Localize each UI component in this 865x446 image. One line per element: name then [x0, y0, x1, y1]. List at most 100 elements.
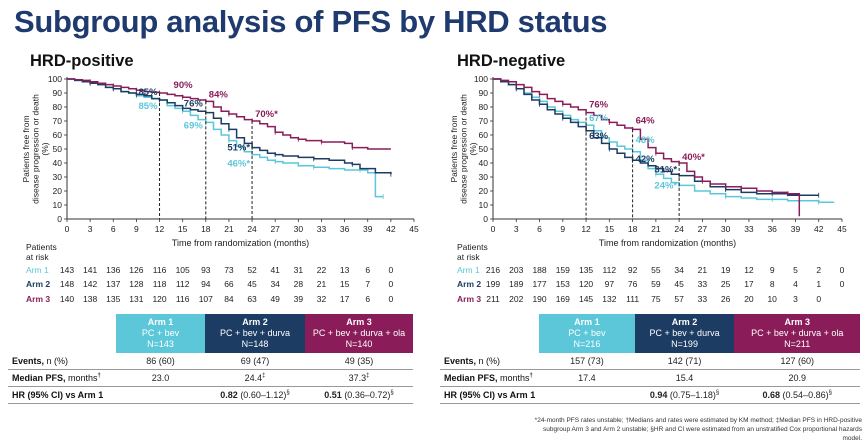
x-tick-label: 27: [698, 224, 708, 234]
y-tick-label: 10: [53, 200, 63, 210]
risk-value: 140: [59, 294, 75, 304]
risk-value: 73: [224, 265, 234, 275]
x-tick-label: 30: [294, 224, 304, 234]
risk-value: 107: [198, 294, 213, 304]
risk-value: 136: [106, 265, 121, 275]
risk-value: 15: [339, 279, 350, 289]
risk-value: 142: [83, 279, 98, 289]
y-tick-label: 0: [483, 214, 488, 224]
risk-value: 120: [578, 279, 594, 289]
risk-value: 137: [106, 279, 121, 289]
y-tick-label: 30: [53, 172, 63, 182]
risk-value: 32: [316, 294, 327, 304]
header-arm1: Arm 1 PC + bev N=216: [539, 314, 635, 353]
risk-value: 8: [769, 279, 775, 289]
x-tick-label: 18: [628, 224, 638, 234]
risk-value: 199: [485, 279, 501, 289]
risk-value: 141: [83, 265, 98, 275]
risk-value: 17: [744, 279, 754, 289]
risk-value: 135: [106, 294, 121, 304]
y-tick-label: 100: [48, 74, 62, 84]
x-tick-label: 30: [721, 224, 731, 234]
risk-value: 143: [59, 265, 75, 275]
risk-value: 5: [793, 265, 798, 275]
x-tick-label: 45: [409, 224, 419, 234]
risk-value: 97: [604, 279, 615, 289]
y-tick-label: 0: [57, 214, 62, 224]
x-tick-label: 27: [270, 224, 280, 234]
chart-title-hrd-negative: HRD-negative: [457, 52, 566, 70]
risk-value: 75: [651, 294, 661, 304]
x-tick-label: 12: [581, 224, 591, 234]
risk-value: 26: [720, 294, 731, 304]
x-tick-label: 33: [744, 224, 754, 234]
risk-value: 128: [129, 279, 144, 289]
risk-value: 10: [767, 294, 777, 304]
risk-row-arm2: Arm 2 199 189 177 153 120 97 76 59 45 33 25 17 8 4 1 0: [457, 279, 857, 290]
risk-value: 34: [270, 279, 280, 289]
risk-value: 59: [651, 279, 661, 289]
x-tick-label: 9: [560, 224, 565, 234]
y-tick-label: 50: [479, 144, 489, 154]
risk-value: 189: [509, 279, 524, 289]
risk-value: 33: [697, 294, 708, 304]
risk-value: 25: [720, 279, 731, 289]
x-tick-label: 45: [837, 224, 847, 234]
risk-value: 63: [247, 294, 257, 304]
risk-value: 2: [816, 265, 822, 275]
header-arm2: Arm 2 PC + bev + durva N=199: [634, 314, 735, 353]
risk-value: 138: [83, 294, 98, 304]
risk-row-arm2: Arm 2 148 142 137 128 118 112 94 66 45 34 28 21 15 7 0: [26, 279, 426, 290]
landmark-label: 85%: [139, 87, 159, 98]
risk-value: 105: [175, 265, 190, 275]
risk-value: 19: [720, 265, 731, 275]
landmark-label: 76%: [589, 100, 609, 111]
risk-value: 4: [793, 279, 798, 289]
risk-value: 0: [388, 265, 394, 275]
x-tick-label: 42: [386, 224, 396, 234]
risk-value: 0: [839, 265, 845, 275]
risk-value: 211: [486, 294, 500, 304]
risk-row-arm3: Arm 3 211 202 190 169 145 132 111 75 57 33 26 20 10 3 0: [457, 294, 857, 305]
x-axis-label: Time from randomization (months): [599, 238, 736, 248]
landmark-label: 64%: [636, 115, 656, 126]
page-title: Subgroup analysis of PFS by HRD status: [14, 4, 608, 39]
x-tick-label: 42: [814, 224, 824, 234]
header-arm3: Arm 3 PC + bev + durva + ola N=140: [305, 314, 413, 353]
risk-value: 94: [201, 279, 211, 289]
risk-value: 41: [270, 265, 280, 275]
risk-value: 135: [578, 265, 594, 275]
risk-row-label: Arm 1: [26, 265, 49, 275]
landmark-label: 70%*: [255, 109, 278, 120]
risk-value: 3: [793, 294, 798, 304]
risk-value: 159: [555, 265, 570, 275]
risk-row-label: Arm 3: [26, 294, 51, 304]
risk-value: 169: [555, 294, 570, 304]
risk-row-label: Arm 1: [457, 265, 480, 275]
risk-value: 0: [388, 279, 394, 289]
x-tick-label: 21: [651, 224, 661, 234]
risk-value: 21: [697, 265, 708, 275]
risk-value: 203: [509, 265, 524, 275]
risk-value: 92: [627, 265, 638, 275]
x-tick-label: 39: [363, 224, 373, 234]
risk-value: 216: [485, 265, 501, 275]
hr-row: HR (95% CI) vs Arm 1 0.94 (0.75–1.18)§ 0…: [440, 386, 860, 404]
x-tick-label: 36: [767, 224, 777, 234]
landmark-label: 69%: [184, 120, 204, 131]
events-row: Events, n (%) 86 (60) 69 (47) 49 (35): [8, 353, 413, 370]
y-tick-label: 90: [479, 88, 489, 98]
risk-value: 45: [247, 279, 257, 289]
y-tick-label: 20: [53, 186, 63, 196]
x-tick-label: 9: [134, 224, 139, 234]
risk-value: 28: [293, 279, 304, 289]
risk-value: 39: [293, 294, 304, 304]
risk-value: 6: [365, 294, 371, 304]
footnote: *24-month PFS rates unstable; †Medians a…: [534, 417, 862, 442]
risk-value: 31: [293, 265, 304, 275]
risk-value: 112: [602, 265, 617, 275]
y-tick-label: 70: [479, 116, 489, 126]
risk-value: 1: [816, 279, 822, 289]
risk-value: 93: [201, 265, 211, 275]
x-tick-label: 3: [88, 224, 93, 234]
